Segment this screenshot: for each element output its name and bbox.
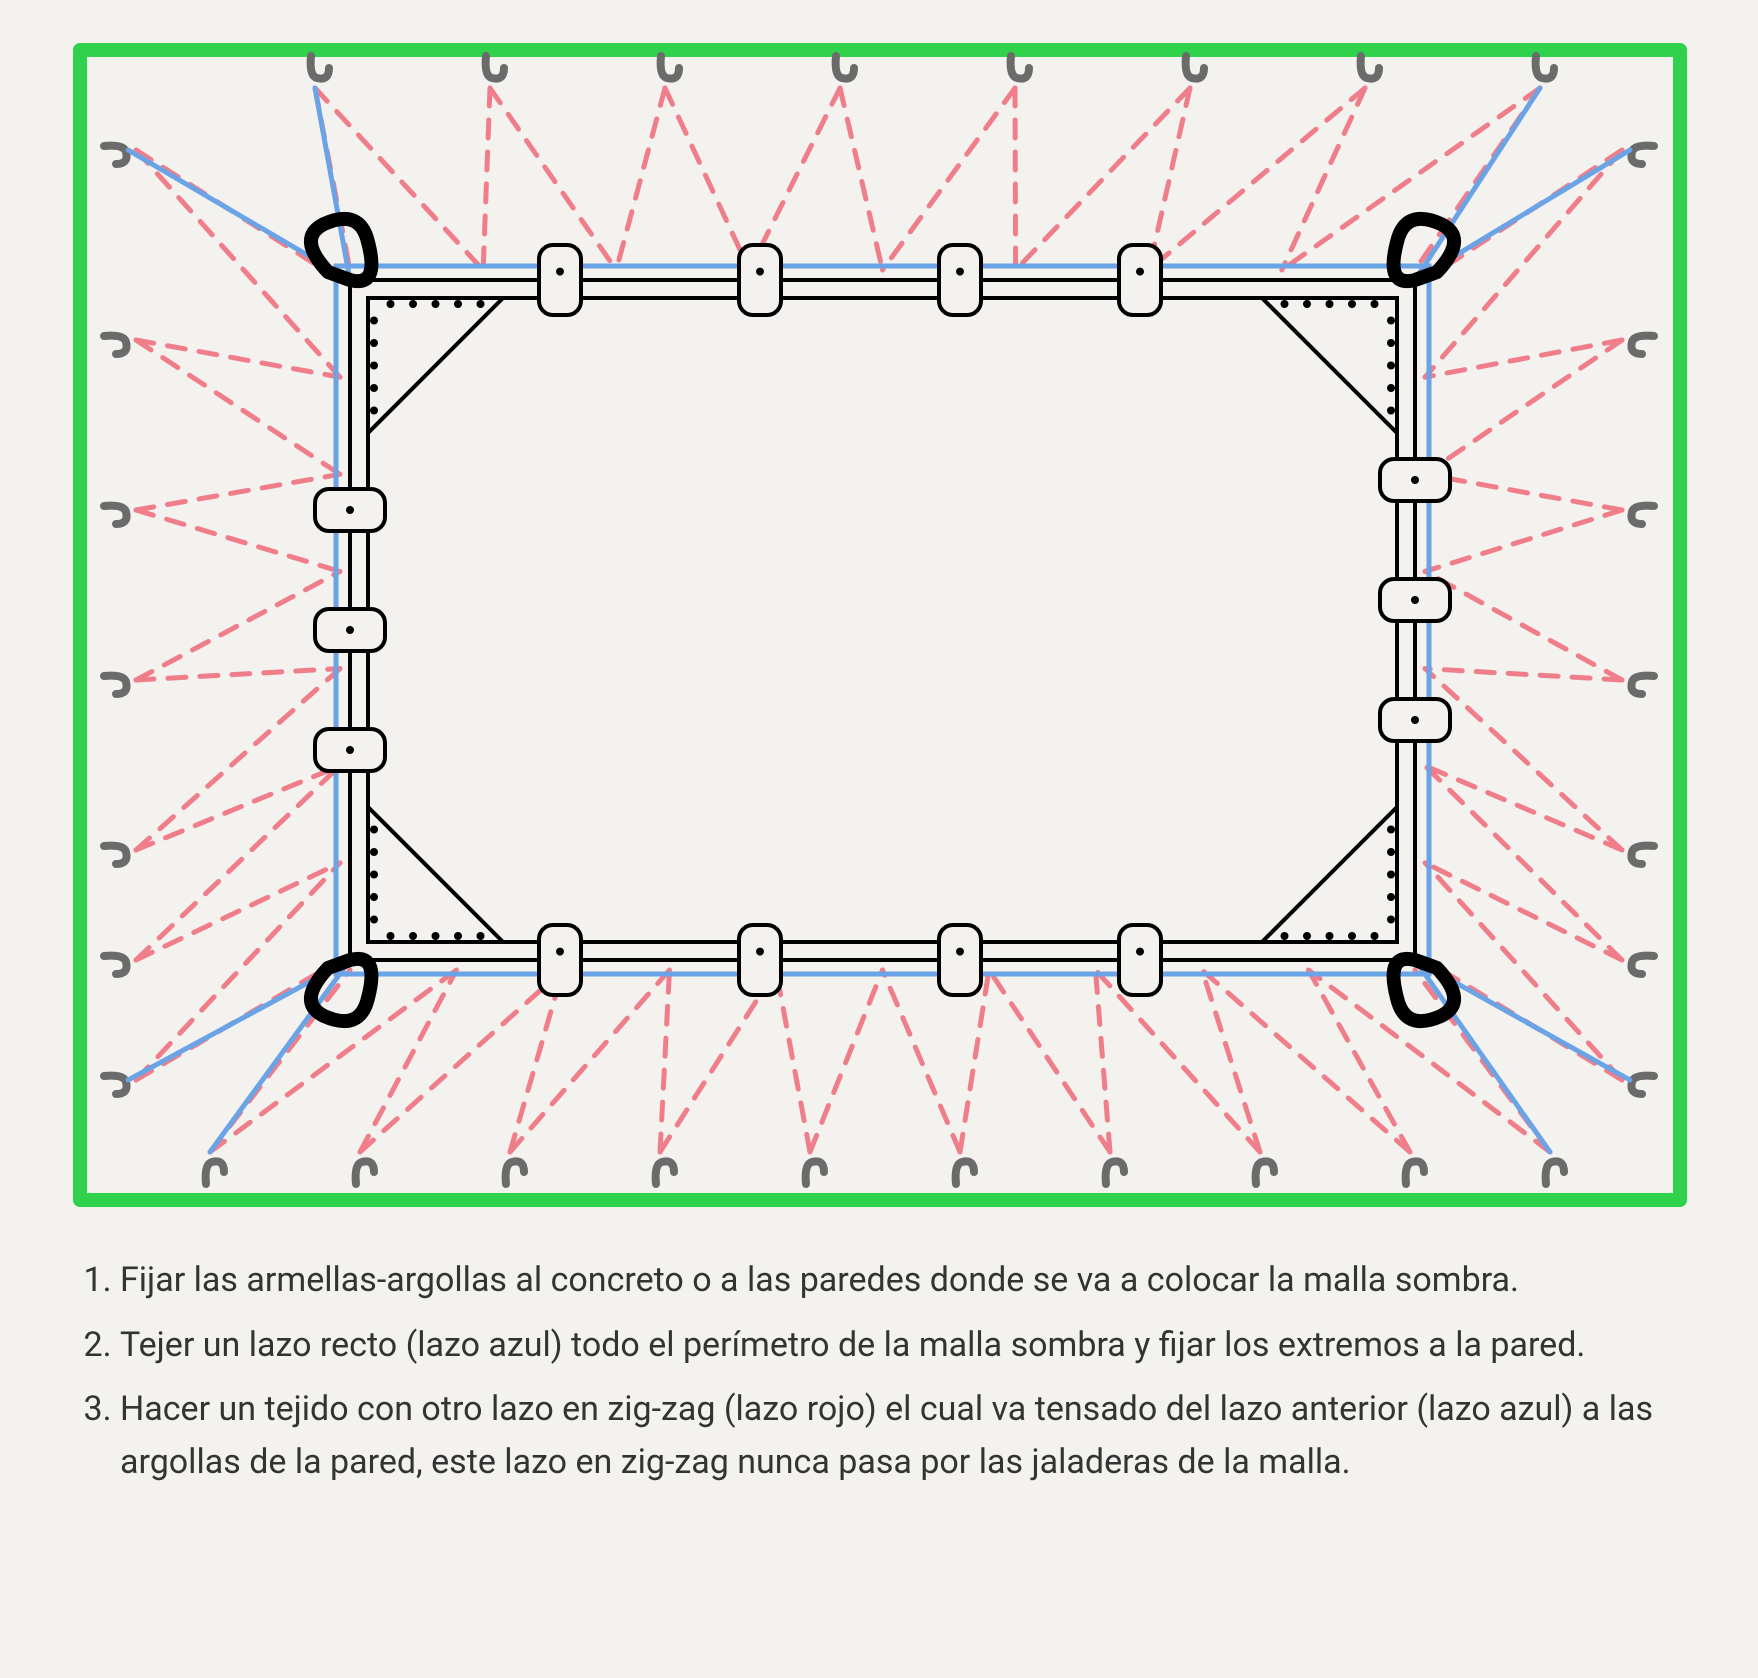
grommet-icon: [739, 925, 781, 995]
grommet-icon: [939, 925, 981, 995]
grommet-icon: [939, 245, 981, 315]
instructions: Fijar las armellas-argollas al concreto …: [40, 1254, 1718, 1489]
grommet-icon: [1119, 245, 1161, 315]
instruction-item: Tejer un lazo recto (lazo azul) todo el …: [120, 1319, 1678, 1372]
instruction-item: Fijar las armellas-argollas al concreto …: [120, 1254, 1678, 1307]
page: Fijar las armellas-argollas al concreto …: [0, 0, 1758, 1678]
grommet-icon: [739, 245, 781, 315]
instructions-list: Fijar las armellas-argollas al concreto …: [60, 1254, 1678, 1489]
grommet-icon: [1119, 925, 1161, 995]
grommet-icon: [539, 925, 581, 995]
grommet-icon: [539, 245, 581, 315]
tarp: [311, 219, 1454, 1021]
diagram-svg: [40, 40, 1718, 1220]
diagram: [40, 40, 1718, 1224]
instruction-item: Hacer un tejido con otro lazo en zig-zag…: [120, 1383, 1678, 1488]
